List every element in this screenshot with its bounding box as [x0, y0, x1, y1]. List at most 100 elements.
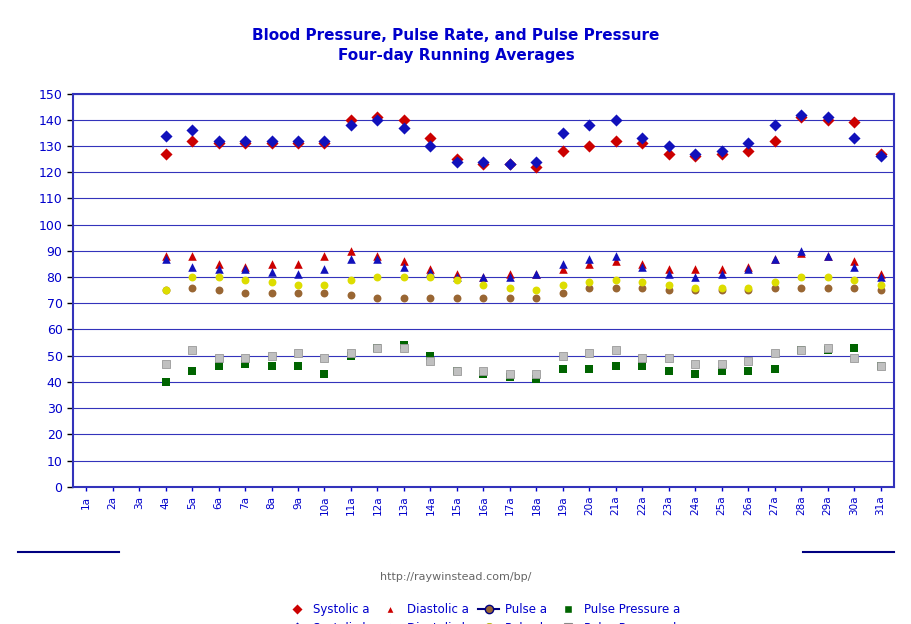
Point: [185, 366, 200, 376]
Point: [740, 261, 754, 271]
Point: [476, 293, 490, 303]
Point: [396, 293, 411, 303]
Point: [396, 123, 411, 133]
Point: [634, 277, 649, 287]
Point: [343, 115, 358, 125]
Point: [211, 264, 226, 274]
Point: [555, 351, 569, 361]
Point: [528, 369, 543, 379]
Point: [581, 120, 596, 130]
Point: [317, 288, 332, 298]
Point: [396, 256, 411, 266]
Point: [634, 361, 649, 371]
Point: [159, 285, 173, 295]
Point: [634, 283, 649, 293]
Point: [581, 348, 596, 358]
Point: [581, 259, 596, 269]
Point: [660, 141, 675, 151]
Point: [660, 353, 675, 363]
Point: [819, 346, 834, 356]
Point: [317, 280, 332, 290]
Point: [687, 369, 701, 379]
Point: [766, 254, 781, 264]
Point: [159, 130, 173, 140]
Point: [264, 267, 279, 277]
Point: [370, 254, 384, 264]
Point: [159, 359, 173, 369]
Point: [185, 346, 200, 356]
Point: [528, 270, 543, 280]
Point: [608, 136, 622, 146]
Point: [264, 361, 279, 371]
Point: [713, 264, 728, 274]
Point: [476, 157, 490, 167]
Point: [634, 261, 649, 271]
Point: [343, 254, 358, 264]
Point: [845, 353, 860, 363]
Point: [370, 343, 384, 353]
Point: [396, 115, 411, 125]
Point: [291, 348, 305, 358]
Point: [872, 361, 886, 371]
Point: [713, 149, 728, 159]
Point: [449, 275, 464, 285]
Point: [819, 283, 834, 293]
Point: [845, 261, 860, 271]
Point: [317, 251, 332, 261]
Point: [159, 251, 173, 261]
Point: [291, 259, 305, 269]
Point: [740, 139, 754, 149]
Point: [238, 139, 252, 149]
Point: [819, 343, 834, 353]
Point: [264, 351, 279, 361]
Point: [740, 285, 754, 295]
Point: [291, 139, 305, 149]
Point: [291, 136, 305, 146]
Point: [740, 146, 754, 156]
Point: [555, 264, 569, 274]
Point: [476, 159, 490, 169]
Point: [476, 369, 490, 379]
Point: [343, 120, 358, 130]
Point: [291, 361, 305, 371]
Point: [819, 112, 834, 122]
Point: [449, 270, 464, 280]
Point: [660, 270, 675, 280]
Point: [423, 133, 437, 143]
Point: [185, 251, 200, 261]
Point: [476, 366, 490, 376]
Point: [291, 288, 305, 298]
Point: [528, 162, 543, 172]
Point: [819, 251, 834, 261]
Point: [264, 277, 279, 287]
Point: [476, 272, 490, 282]
Point: [264, 139, 279, 149]
Point: [555, 146, 569, 156]
Point: [872, 152, 886, 162]
Point: [370, 115, 384, 125]
Point: [317, 369, 332, 379]
Point: [159, 149, 173, 159]
Point: [608, 361, 622, 371]
Point: [264, 259, 279, 269]
Point: [211, 272, 226, 282]
Point: [238, 353, 252, 363]
Point: [581, 283, 596, 293]
Point: [872, 280, 886, 290]
Point: [740, 264, 754, 274]
Point: [687, 285, 701, 295]
Point: [766, 283, 781, 293]
Point: [766, 364, 781, 374]
Point: [608, 251, 622, 261]
Point: [872, 361, 886, 371]
Point: [555, 259, 569, 269]
Point: [713, 359, 728, 369]
Point: [502, 293, 517, 303]
Point: [185, 261, 200, 271]
Point: [793, 272, 807, 282]
Point: [528, 293, 543, 303]
Point: [687, 283, 701, 293]
Point: [793, 248, 807, 258]
Point: [793, 246, 807, 256]
Point: [608, 346, 622, 356]
